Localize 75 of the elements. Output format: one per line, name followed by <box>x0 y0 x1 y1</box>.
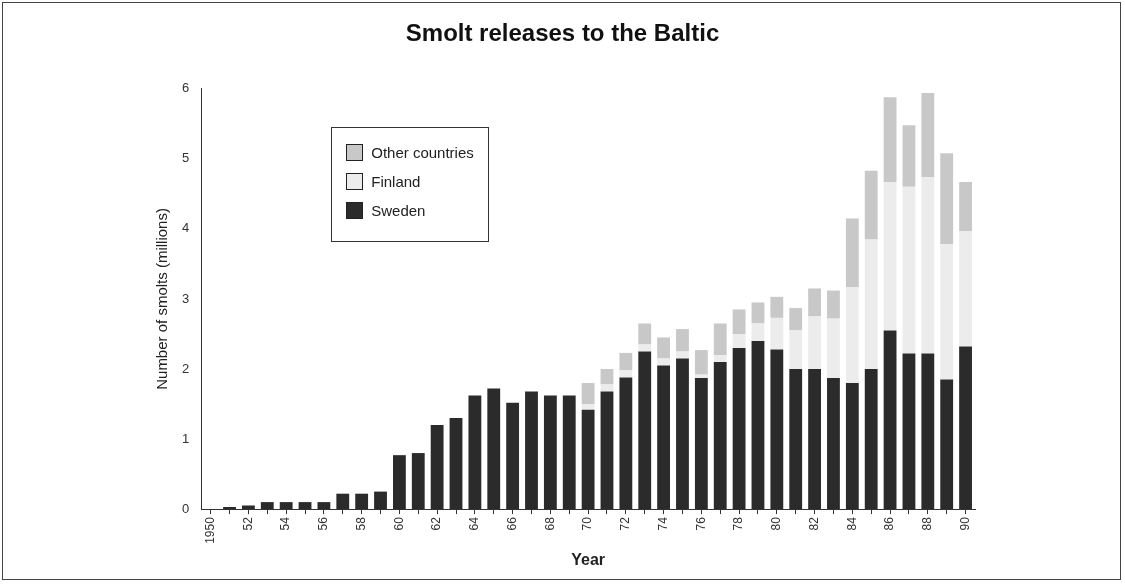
bar <box>600 384 614 392</box>
y-tick-label: 4 <box>182 220 190 236</box>
x-tick-label: 60 <box>391 516 406 531</box>
bar <box>638 344 652 352</box>
bar <box>959 181 972 231</box>
bar <box>676 351 689 359</box>
bar <box>827 318 840 379</box>
x-tick-label: 76 <box>693 516 708 531</box>
legend-label: Sweden <box>371 201 426 219</box>
x-tick-label: 70 <box>580 516 595 531</box>
x-tick-label: 74 <box>655 516 670 531</box>
y-tick-label: 1 <box>182 430 190 446</box>
x-tick-label: 56 <box>316 516 331 531</box>
x-axis-title: Year <box>571 550 606 568</box>
bar <box>770 317 784 350</box>
bar <box>694 350 708 375</box>
x-tick-label: 72 <box>618 516 633 531</box>
bar <box>619 370 633 378</box>
y-tick-label: 5 <box>182 150 190 166</box>
y-tick-label: 2 <box>182 360 190 376</box>
bar <box>638 323 652 345</box>
y-tick-label: 0 <box>182 500 190 516</box>
bar <box>751 302 765 324</box>
bar <box>789 308 803 331</box>
bar <box>789 330 803 369</box>
x-tick-label: 78 <box>731 516 746 531</box>
legend-label: Other countries <box>371 143 474 161</box>
x-tick-label: 90 <box>957 516 972 531</box>
x-tick-label: 58 <box>353 516 368 531</box>
bar <box>940 244 954 380</box>
bar <box>581 383 595 405</box>
bar <box>676 329 689 352</box>
bar <box>959 231 972 347</box>
bar <box>751 323 765 341</box>
bar <box>770 296 784 318</box>
bar <box>808 288 821 317</box>
bar <box>827 290 840 319</box>
bar <box>713 323 727 355</box>
x-tick-label: 82 <box>806 516 821 531</box>
x-tick-label: 86 <box>882 516 897 531</box>
x-tick-label: 68 <box>542 516 557 531</box>
x-tick-label: 66 <box>504 516 519 531</box>
bar <box>732 309 746 334</box>
bar <box>657 358 671 366</box>
bar <box>921 93 935 178</box>
bar <box>940 153 954 245</box>
x-tick-label: 80 <box>769 516 784 531</box>
bar <box>657 337 671 359</box>
bar <box>808 316 821 369</box>
bar <box>883 97 897 182</box>
bar <box>732 333 746 348</box>
x-tick-label: 52 <box>240 516 255 531</box>
bar <box>581 404 595 410</box>
x-tick-label: 88 <box>920 516 935 531</box>
y-axis-title: Number of smolts (millions) <box>153 208 171 390</box>
bar <box>902 186 916 354</box>
y-tick-label: 3 <box>182 290 190 306</box>
bar <box>845 287 859 384</box>
x-tick-label: 54 <box>278 516 293 531</box>
legend-label: Finland <box>371 172 421 190</box>
x-tick-label: 62 <box>429 516 444 531</box>
x-tick-label: 64 <box>467 516 482 531</box>
y-tick-label: 6 <box>182 80 190 96</box>
x-tick-label: 84 <box>844 516 859 531</box>
bar <box>883 181 897 331</box>
bar <box>902 125 916 187</box>
bar <box>600 369 614 385</box>
chart-title: Smolt releases to the Baltic <box>405 19 720 47</box>
bar <box>921 177 935 354</box>
x-tick-label: 1950 <box>202 516 217 544</box>
bar <box>845 218 859 288</box>
bar <box>619 352 633 371</box>
bar <box>713 354 727 362</box>
bar <box>864 239 878 369</box>
bar <box>864 170 878 240</box>
